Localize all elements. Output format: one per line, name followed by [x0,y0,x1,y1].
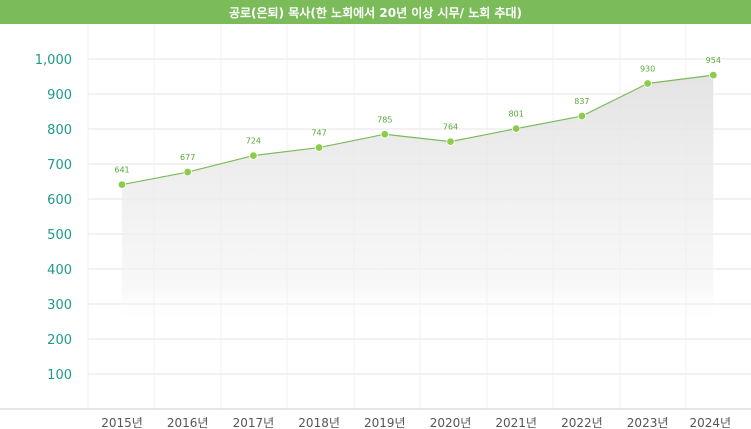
x-axis: 2015년 2016년 2017년 2018년 2019년 2020년 2021년 2022년… [101,416,731,429]
data-point-2024년[interactable] [709,70,718,80]
x-tick-label: 2019년 [364,416,406,429]
y-tick-label: 700 [47,158,72,173]
data-point-2019년[interactable] [380,130,389,139]
data-points [117,70,718,189]
x-tick-label: 2021년 [495,416,537,429]
y-tick-label: 800 [47,123,72,138]
x-tick-label: 2017년 [233,416,275,429]
data-point-2020년[interactable] [446,137,455,146]
y-tick-label: 300 [47,298,72,313]
x-tick-label: 2022년 [561,416,603,429]
data-label: 930 [640,65,655,74]
x-tick-label: 2016년 [167,416,209,429]
y-tick-label: 1,000 [35,53,72,68]
x-tick-label: 2018년 [298,416,340,429]
data-label: 724 [246,137,261,146]
series-line [121,74,714,186]
y-axis: 100 200 300 400 500 600 700 800 900 1,000 [35,53,72,383]
data-label: 641 [114,166,129,175]
x-tick-label: 2020년 [430,416,472,429]
data-labels: 641 677 724 747 785 764 801 837 930 954 [114,56,721,175]
y-tick-label: 500 [47,228,72,243]
series-line-group [121,74,714,186]
data-label: 954 [706,56,721,65]
data-point-2016년[interactable] [183,167,192,177]
area-fill [122,75,714,325]
data-label: 677 [180,153,195,162]
x-tick-label: 2015년 [101,416,143,429]
data-label: 785 [377,115,392,124]
y-tick-label: 900 [47,88,72,103]
data-point-2018년[interactable] [314,143,324,152]
data-point-2015년[interactable] [117,180,127,189]
x-tick-label: 2024년 [690,416,732,429]
y-tick-label: 600 [47,193,72,208]
y-tick-label: 200 [47,333,72,348]
y-tick-label: 100 [47,368,72,383]
x-tick-label: 2023년 [627,416,669,429]
data-point-2021년[interactable] [512,124,521,133]
chart-title: 공로(은퇴) 목사(한 노회에서 20년 이상 시무/ 노회 추대) [0,0,751,24]
data-label: 764 [443,123,458,132]
y-tick-label: 400 [47,263,72,278]
data-label: 837 [574,97,589,106]
area-fill-group [122,75,714,325]
data-point-2023년[interactable] [643,79,652,88]
data-point-2022년[interactable] [577,111,587,121]
data-label: 747 [311,129,326,138]
data-point-2017년[interactable] [249,151,258,160]
data-label: 801 [509,110,524,119]
